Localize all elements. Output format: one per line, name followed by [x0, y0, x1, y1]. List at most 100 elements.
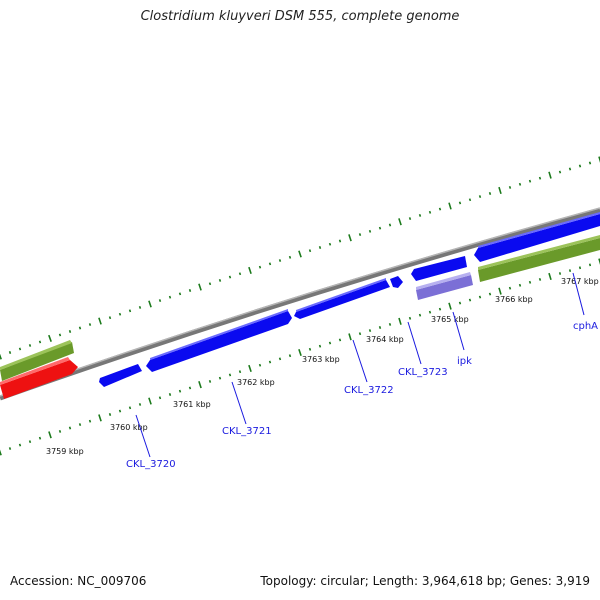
tick-mark	[418, 213, 422, 217]
tick-mark	[438, 207, 442, 211]
tick-mark	[508, 286, 512, 290]
gene-label-ckl-3723[interactable]: CKL_3723	[398, 367, 448, 378]
tick-mark	[328, 242, 332, 246]
tick-mark	[48, 431, 52, 439]
kbp-label: 3764 kbp	[366, 335, 404, 344]
gene-label-ipk[interactable]: ipk	[457, 356, 472, 367]
tick-mark	[438, 307, 442, 311]
tick-mark	[88, 323, 92, 326]
tick-mark	[8, 447, 12, 450]
inner-tick-band	[0, 258, 600, 456]
feature-olive-right	[478, 238, 600, 282]
tick-mark	[108, 316, 112, 320]
tick-mark	[268, 262, 272, 266]
gene-label-ckl-3721[interactable]: CKL_3721	[222, 426, 272, 437]
tick-mark	[378, 226, 382, 230]
tick-mark	[418, 313, 422, 317]
tick-mark	[318, 246, 322, 249]
tick-mark	[498, 186, 502, 195]
tick-mark	[518, 283, 522, 287]
tick-mark	[588, 161, 592, 165]
gene-label-ckl-3722[interactable]: CKL_3722	[344, 385, 394, 396]
tick-mark	[528, 179, 532, 183]
tick-mark	[78, 423, 82, 427]
leader-line-cpha	[572, 272, 585, 316]
tick-mark	[388, 223, 392, 227]
tick-mark	[0, 449, 2, 456]
tick-mark	[518, 182, 522, 186]
tick-mark	[158, 299, 162, 303]
kbp-label: 3760 kbp	[110, 423, 148, 432]
tick-mark	[578, 164, 582, 168]
kbp-label: 3767 kbp	[561, 277, 599, 286]
tick-mark	[588, 263, 592, 267]
tick-mark	[258, 363, 262, 367]
tick-mark	[268, 360, 272, 364]
tick-mark	[338, 239, 342, 243]
tick-mark	[508, 185, 512, 189]
tick-mark	[188, 386, 192, 390]
tick-mark	[228, 275, 232, 279]
tick-mark	[218, 278, 222, 282]
tick-mark	[328, 341, 332, 345]
tick-mark	[368, 329, 372, 333]
tick-mark	[138, 403, 142, 406]
tick-mark	[0, 353, 2, 360]
tick-mark	[478, 195, 482, 199]
tick-mark	[468, 198, 472, 202]
feature-red-left-top	[0, 357, 70, 385]
kbp-label: 3766 kbp	[495, 295, 533, 304]
tick-mark	[78, 326, 82, 330]
kbp-label: 3765 kbp	[431, 315, 469, 324]
tick-mark	[368, 229, 372, 233]
tick-mark	[188, 289, 192, 292]
tick-mark	[38, 436, 42, 440]
tick-mark	[88, 419, 92, 423]
tick-mark	[238, 370, 242, 374]
tick-mark	[168, 295, 172, 299]
tick-mark	[218, 376, 222, 380]
tick-mark	[338, 338, 342, 342]
feature-olive-left-top	[0, 340, 72, 370]
gene-label-ckl-3720[interactable]: CKL_3720	[126, 459, 176, 470]
tick-mark	[488, 292, 492, 296]
tick-mark	[58, 429, 62, 433]
genome-backbone	[0, 207, 600, 401]
tick-mark	[258, 265, 262, 269]
tick-mark	[358, 332, 362, 336]
genome-backbone-highlight	[0, 207, 600, 397]
tick-mark	[8, 351, 12, 354]
tick-mark	[68, 330, 72, 333]
tick-mark	[248, 266, 252, 275]
kbp-label: 3763 kbp	[302, 355, 340, 364]
tick-mark	[428, 310, 432, 314]
gene-label-cpha[interactable]: cphA	[573, 321, 598, 332]
tick-mark	[118, 409, 122, 413]
leader-line-ckl-3721	[231, 381, 247, 425]
tick-mark	[488, 192, 492, 195]
tick-mark	[498, 287, 502, 295]
tick-mark	[98, 414, 102, 422]
tick-mark	[548, 272, 552, 281]
tick-mark	[378, 326, 382, 329]
tick-mark	[458, 301, 462, 305]
tick-mark	[308, 249, 312, 253]
tick-mark	[288, 255, 292, 259]
tick-mark	[128, 309, 132, 313]
tick-mark	[148, 300, 152, 308]
tick-mark	[568, 167, 572, 171]
tick-mark	[308, 347, 312, 351]
kbp-label: 3762 kbp	[237, 378, 275, 387]
tick-mark	[38, 340, 42, 344]
tick-mark	[208, 282, 212, 286]
tick-mark	[398, 218, 402, 226]
tick-mark	[178, 389, 182, 393]
gene-bevel	[296, 278, 386, 312]
tick-mark	[298, 250, 302, 258]
tick-mark	[358, 233, 362, 237]
map-title: Clostridium kluyveri DSM 555, complete g…	[140, 9, 460, 24]
tick-mark	[248, 364, 252, 373]
feature-ipk-top	[416, 272, 471, 290]
tick-mark	[428, 210, 432, 214]
kbp-label: 3759 kbp	[46, 447, 84, 456]
